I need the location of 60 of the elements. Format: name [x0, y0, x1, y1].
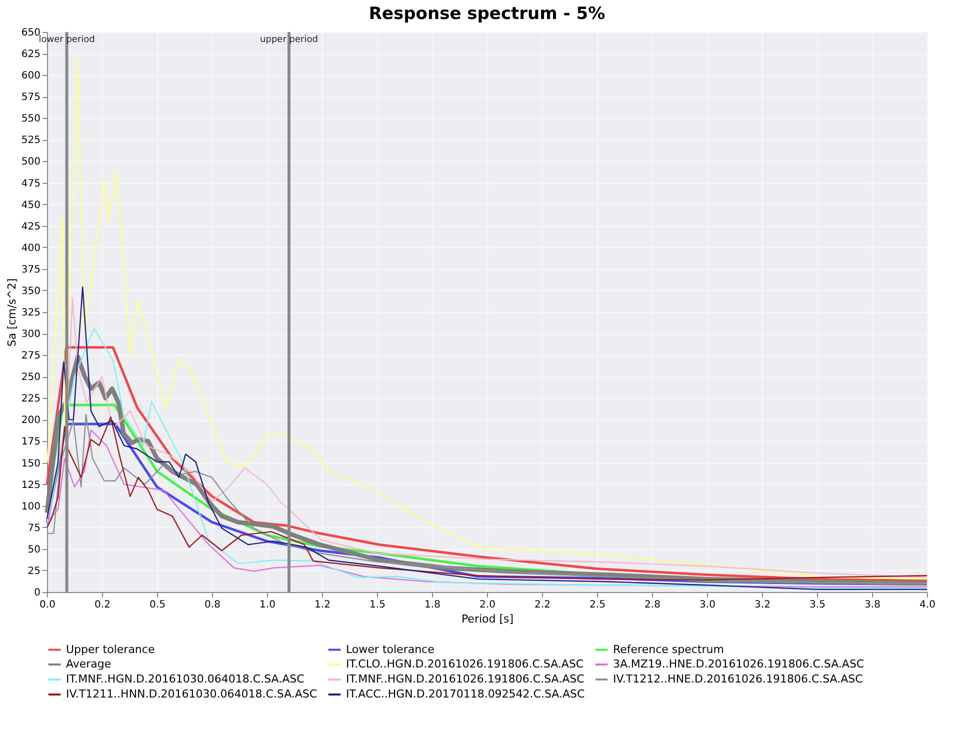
y-tick-label: 50: [28, 544, 40, 556]
y-tick-label: 350: [21, 286, 40, 297]
chart-title: Response spectrum - 5%: [368, 4, 606, 24]
y-tick-label: 650: [21, 28, 40, 38]
ref-line-label: upper period: [260, 35, 318, 45]
legend-label: Upper tolerance: [66, 642, 155, 656]
legend-label: Lower tolerance: [346, 642, 435, 656]
legend-label: IV.T1212..HNE.D.20161026.191806.C.SA.ASC: [613, 672, 864, 686]
y-tick-label: 550: [21, 114, 40, 125]
y-tick-label: 225: [21, 394, 40, 405]
x-tick-label: 1.2: [314, 600, 330, 610]
y-tick-label: 275: [21, 350, 40, 362]
legend-label: IT.MNF..HGN.D.20161030.064018.C.SA.ASC: [66, 672, 305, 686]
x-tick-label: 4.0: [920, 600, 936, 610]
y-tick-label: 600: [21, 70, 40, 82]
legend-label: 3A.MZ19..HNE.D.20161026.191806.C.SA.ASC: [613, 658, 864, 670]
y-tick-label: 375: [21, 264, 40, 276]
y-tick-label: 25: [28, 566, 40, 577]
y-tick-label: 500: [21, 156, 40, 168]
x-tick-label: 3.5: [810, 600, 826, 610]
x-tick-label: 3.8: [864, 600, 880, 610]
x-tick-label: 3.0: [700, 600, 716, 610]
y-tick-label: 575: [21, 92, 40, 104]
y-tick-label: 450: [21, 200, 40, 211]
legend-label: IV.T1211..HNN.D.20161030.064018.C.SA.ASC: [66, 688, 318, 700]
y-tick-label: 300: [21, 329, 40, 340]
y-tick-label: 525: [21, 135, 40, 146]
y-tick-label: 325: [21, 308, 40, 318]
legend-label: Reference spectrum: [613, 642, 724, 656]
legend-label: Average: [66, 658, 112, 670]
y-tick-label: 425: [21, 221, 40, 232]
y-tick-label: 150: [21, 458, 40, 470]
y-tick-label: 400: [21, 242, 40, 254]
legend-label: IT.CLO..HGN.D.20161026.191806.C.SA.ASC: [346, 658, 584, 670]
x-tick-label: 0.0: [40, 600, 56, 610]
x-tick-label: 2.2: [534, 600, 550, 610]
y-tick-label: 175: [21, 436, 40, 448]
y-tick-label: 125: [21, 480, 40, 491]
y-tick-label: 0: [34, 588, 40, 598]
x-tick-label: 0.5: [150, 600, 166, 610]
y-tick-label: 200: [21, 415, 40, 426]
x-tick-label: 1.8: [424, 600, 440, 610]
x-tick-label: 2.0: [480, 600, 496, 610]
x-tick-label: 2.8: [644, 600, 660, 610]
x-tick-label: 0.2: [94, 600, 110, 610]
x-tick-label: 1.0: [260, 600, 276, 610]
x-tick-label: 2.5: [590, 600, 606, 610]
x-tick-label: 0.8: [204, 600, 220, 610]
y-axis-title: Sa [cm/s^2]: [5, 278, 18, 347]
y-tick-label: 475: [21, 178, 40, 190]
x-axis-title: Period [s]: [461, 612, 514, 626]
legend-label: IT.MNF..HGN.D.20161026.191806.C.SA.ASC: [346, 672, 585, 686]
ref-line-label: lower period: [38, 35, 95, 45]
y-tick-label: 250: [21, 372, 40, 384]
x-tick-label: 1.5: [370, 600, 386, 610]
x-tick-label: 3.2: [754, 600, 770, 610]
legend-label: IT.ACC..HGN.D.20170118.092542.C.SA.ASC: [346, 688, 585, 700]
y-tick-label: 625: [21, 49, 40, 60]
y-tick-label: 75: [28, 522, 40, 534]
y-tick-label: 100: [21, 501, 40, 512]
